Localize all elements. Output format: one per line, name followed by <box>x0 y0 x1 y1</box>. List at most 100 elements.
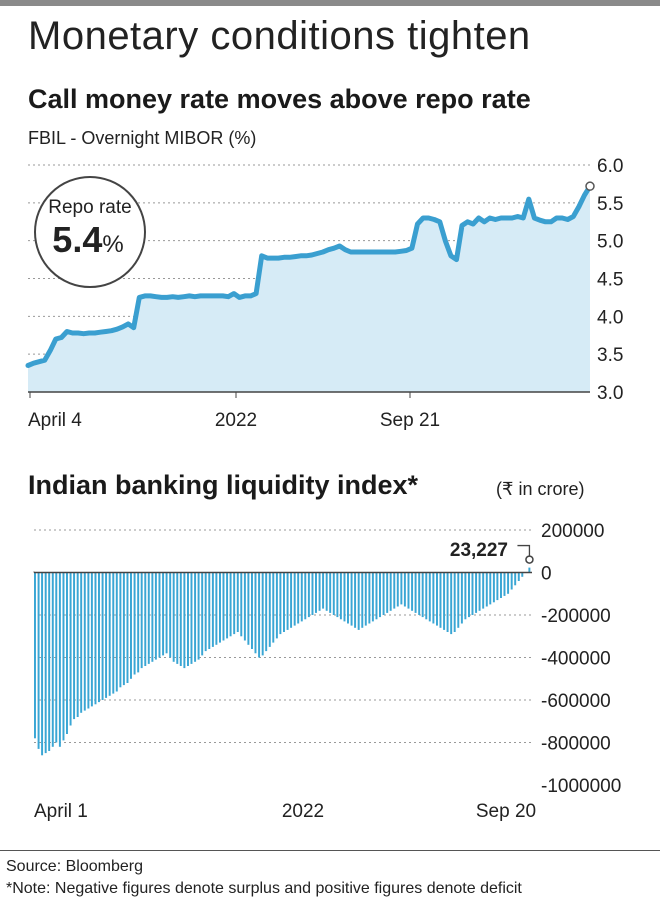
bar <box>496 572 499 601</box>
bar <box>304 572 307 620</box>
bar <box>436 572 438 626</box>
bar <box>144 572 147 666</box>
bar <box>403 572 406 607</box>
bar <box>418 572 421 615</box>
bar <box>233 572 236 635</box>
bar <box>421 572 424 618</box>
bar <box>425 572 428 620</box>
bar <box>165 572 168 654</box>
y-tick-label: 5.5 <box>597 194 623 215</box>
bar <box>197 572 200 660</box>
bar <box>482 572 485 609</box>
bar <box>343 572 346 622</box>
repo-rate-value: 5.4% <box>52 219 123 260</box>
page-title: Monetary conditions tighten <box>28 14 531 58</box>
bar <box>94 572 97 705</box>
bar <box>172 572 175 662</box>
bar <box>290 572 293 628</box>
bar <box>507 572 510 594</box>
bar <box>140 572 143 669</box>
bar <box>492 572 495 603</box>
repo-rate-badge <box>34 176 146 288</box>
bar <box>332 572 335 615</box>
bar <box>236 572 239 632</box>
x-tick-label: Sep 21 <box>380 410 440 431</box>
area-fill <box>28 186 590 392</box>
bar <box>115 572 118 692</box>
bar <box>229 572 232 637</box>
bar <box>190 572 193 664</box>
series-line <box>25 183 593 368</box>
bar <box>283 572 285 632</box>
bar <box>478 572 481 611</box>
bar <box>368 572 371 624</box>
bar <box>219 572 221 643</box>
bar <box>254 572 257 654</box>
bar <box>393 572 396 609</box>
bar <box>485 572 488 607</box>
bar <box>44 572 47 754</box>
bar <box>154 572 157 660</box>
bar <box>307 572 310 618</box>
x-tick-label: April 1 <box>34 801 88 822</box>
bar <box>453 572 456 632</box>
chart2-title: Indian banking liquidity index* <box>28 470 419 500</box>
bar <box>400 572 403 605</box>
bar <box>457 572 460 628</box>
bar <box>322 572 325 609</box>
bar <box>37 572 40 749</box>
bar <box>41 572 44 756</box>
bar <box>147 572 150 664</box>
bar <box>215 572 218 645</box>
bar <box>411 572 414 611</box>
y-tick-label: -400000 <box>541 649 611 670</box>
top-rule <box>0 0 660 6</box>
bar <box>521 572 524 577</box>
x-tick-label: 2022 <box>282 801 324 822</box>
bar <box>460 572 463 624</box>
bar <box>510 572 513 590</box>
bar <box>179 572 182 666</box>
mibor-chart: 6.0 5.5 5.0 4.5 4.0 3.5 3.0 April 4 2022 Sep 21 Re… <box>25 156 623 431</box>
bar <box>379 572 381 618</box>
bar <box>272 572 275 643</box>
bar <box>315 572 317 613</box>
bar <box>90 572 93 707</box>
bar <box>268 572 271 647</box>
bar <box>514 572 517 586</box>
annotation-label: 23,227 <box>450 540 508 561</box>
bar <box>517 572 520 581</box>
bar <box>258 572 261 658</box>
bar <box>151 572 154 662</box>
bar <box>279 572 282 635</box>
bar <box>361 572 364 628</box>
bar <box>432 572 435 624</box>
source-note: Source: Bloomberg <box>6 858 143 875</box>
bar <box>105 572 108 698</box>
footer-rule <box>0 850 660 851</box>
bar <box>500 572 502 598</box>
bar <box>439 572 442 628</box>
bar <box>211 572 214 647</box>
bar <box>261 572 264 656</box>
bar <box>389 572 392 611</box>
bar <box>194 572 197 662</box>
bar <box>265 572 268 652</box>
bar <box>364 572 367 626</box>
bar <box>336 572 339 618</box>
bar <box>357 572 360 630</box>
bar <box>34 572 36 739</box>
bar <box>251 572 253 649</box>
repo-rate-number: 5.4 <box>52 219 102 260</box>
bar <box>247 572 250 645</box>
bar <box>55 572 58 743</box>
bar <box>133 572 136 675</box>
x-tick-label: April 4 <box>28 410 82 431</box>
bar <box>130 572 132 679</box>
bar <box>201 572 204 656</box>
end-marker <box>585 181 595 191</box>
y-tick-label: 4.5 <box>597 270 623 291</box>
bar <box>450 572 453 635</box>
bar <box>354 572 357 628</box>
liquidity-chart: 200000 0 -200000 -400000 -600000 -800000 -1000… <box>33 521 621 822</box>
